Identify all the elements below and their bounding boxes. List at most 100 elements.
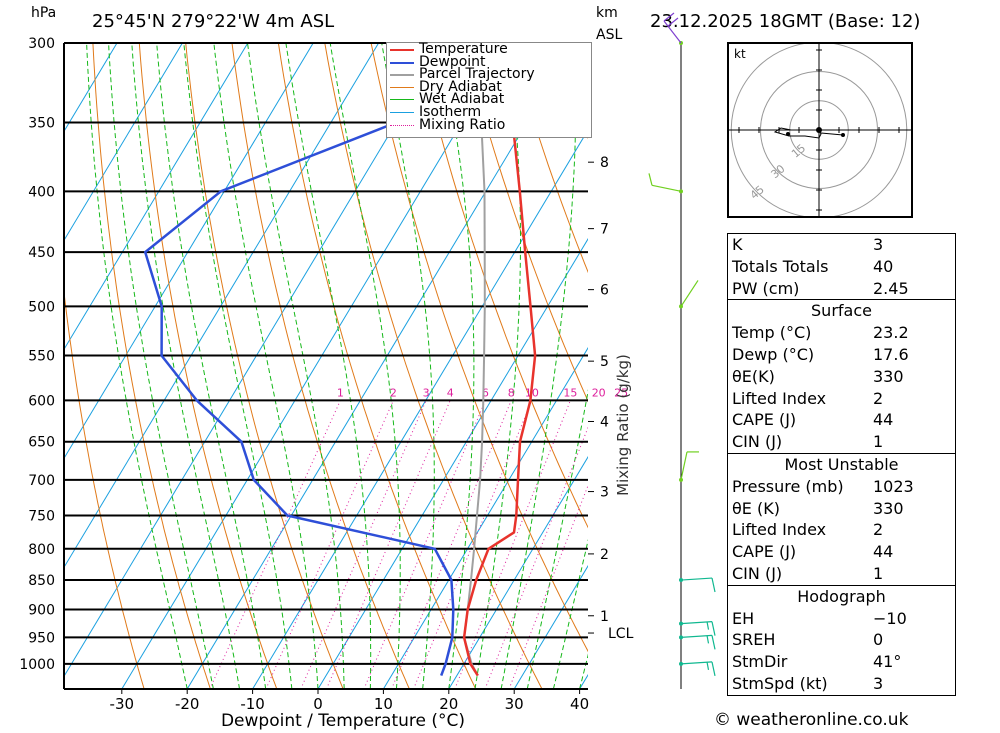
dry-adiabat-line — [324, 43, 543, 689]
dewpoint-line — [143, 43, 455, 677]
index-value: 44 — [873, 410, 894, 430]
index-label: EH — [732, 608, 755, 628]
index-label: CAPE (J) — [732, 542, 797, 562]
legend-label: Isotherm — [419, 103, 482, 120]
wet-adiabat-line — [108, 43, 214, 689]
pressure-tick-label: 1000 — [19, 657, 55, 673]
wet-adiabat-line — [183, 43, 293, 689]
index-row: StmDir 41° — [728, 651, 955, 673]
index-value: 1 — [873, 432, 884, 452]
wind-barb-flag — [667, 17, 679, 27]
x-tick-label: 30 — [505, 695, 524, 713]
datetime-title: 23.12.2025 18GMT (Base: 12) — [650, 11, 921, 32]
index-label: θE(K) — [732, 366, 775, 386]
height-tick-label: 1 — [600, 609, 609, 625]
index-value: 2 — [873, 388, 884, 408]
legend-item-dewpoint: Dewpoint — [387, 55, 591, 69]
legend-item-mixing-ratio: Mixing Ratio — [387, 118, 591, 132]
legend-label: Wet Adiabat — [419, 91, 505, 108]
legend-item-temperature: Temperature — [387, 41, 591, 57]
wet-adiabat-line — [440, 43, 475, 689]
index-label: θE (K) — [732, 498, 780, 518]
index-row: Temp (°C) 23.2 — [728, 322, 955, 344]
wind-barb-flag — [711, 661, 716, 676]
pressure-tick-label: 700 — [28, 473, 55, 489]
mixing-ratio-labels: 1 2 3 4 6 8 10 15 20 25 — [337, 386, 628, 399]
wind-barb-flag — [711, 621, 716, 636]
height-tick-label: 7 — [600, 222, 609, 238]
wet-adiabat-line — [156, 43, 267, 689]
sounding-profiles — [143, 43, 537, 677]
index-label: PW (cm) — [732, 278, 800, 298]
wind-barb-flag — [711, 635, 716, 650]
mixing-ratio-tick-label: 25 — [614, 386, 628, 399]
hodograph-center-marker — [816, 127, 822, 133]
pressure-tick-label: 600 — [28, 393, 55, 409]
wet-adiabat-line — [552, 538, 588, 689]
isotherm-line — [317, 238, 588, 689]
dry-adiabat-line — [185, 43, 344, 689]
wind-barb-staff — [663, 20, 682, 44]
wind-barb-flag — [706, 661, 710, 670]
index-label: Pressure (mb) — [732, 476, 844, 496]
temperature-line — [462, 43, 537, 677]
index-label: StmDir — [732, 652, 788, 672]
index-label: StmSpd (kt) — [732, 673, 828, 693]
height-unit-km: km — [596, 5, 618, 21]
legend-swatch — [390, 61, 414, 64]
index-value: 1023 — [873, 476, 914, 496]
isotherm-line — [64, 43, 183, 242]
isotherm-line — [64, 43, 249, 351]
index-label: CIN (J) — [732, 432, 783, 452]
index-value: 330 — [873, 498, 904, 518]
height-unit-asl: ASL — [596, 27, 623, 43]
dry-adiabat-line — [370, 43, 588, 653]
mixing-ratio-line — [391, 400, 512, 689]
pressure-unit-label: hPa — [31, 5, 57, 21]
isotherm-line — [252, 129, 588, 689]
background-lines — [64, 43, 588, 689]
pressure-tick-label: 800 — [28, 542, 55, 558]
wet-adiabat-line — [247, 43, 345, 689]
index-value: 17.6 — [873, 344, 909, 364]
pressure-tick-label: 550 — [28, 349, 55, 365]
x-tick-label: -20 — [175, 695, 200, 713]
index-row: θE (K) 330 — [728, 498, 955, 520]
pressure-tick-label: 350 — [28, 115, 55, 131]
hodograph-point — [786, 132, 790, 136]
index-label: Temp (°C) — [732, 323, 812, 343]
index-row: CAPE (J) 44 — [728, 541, 955, 563]
dry-adiabat-line — [92, 43, 211, 689]
wind-barb-staff — [680, 577, 713, 581]
isotherm-line — [64, 43, 445, 678]
pressure-tick-label: 650 — [28, 435, 55, 451]
index-row: Totals Totals 40 — [728, 256, 955, 278]
x-tick-label: -10 — [240, 695, 265, 713]
index-row: CIN (J) 1 — [728, 431, 955, 453]
mixing-ratio-tick-label: 2 — [390, 386, 397, 399]
x-tick-label: -30 — [110, 695, 135, 713]
hodograph-unit: kt — [734, 47, 746, 61]
mixing-ratio-tick-label: 6 — [482, 386, 489, 399]
mixing-ratio-line — [413, 400, 533, 689]
index-row: θE(K) 330 — [728, 366, 955, 388]
wind-barb-flag — [663, 12, 675, 22]
wet-adiabat-line — [329, 43, 401, 689]
index-value: 2.45 — [873, 278, 909, 298]
location-title: 25°45'N 279°22'W 4m ASL — [92, 11, 335, 32]
dry-adiabat-line — [64, 288, 145, 689]
legend-item-wet-adiabat: Wet Adiabat — [387, 91, 591, 108]
section-title-surface: Surface — [728, 299, 955, 322]
section-title-most-unstable: Most Unstable — [728, 452, 955, 476]
legend-swatch — [390, 86, 414, 88]
wind-barb-staff — [680, 280, 699, 307]
legend-label: Temperature — [419, 41, 508, 57]
pressure-tick-label: 300 — [28, 36, 55, 52]
legend-swatch — [390, 49, 414, 51]
pressure-tick-label: 750 — [28, 508, 55, 524]
index-label: K — [732, 235, 743, 254]
isotherm-line — [186, 43, 576, 689]
